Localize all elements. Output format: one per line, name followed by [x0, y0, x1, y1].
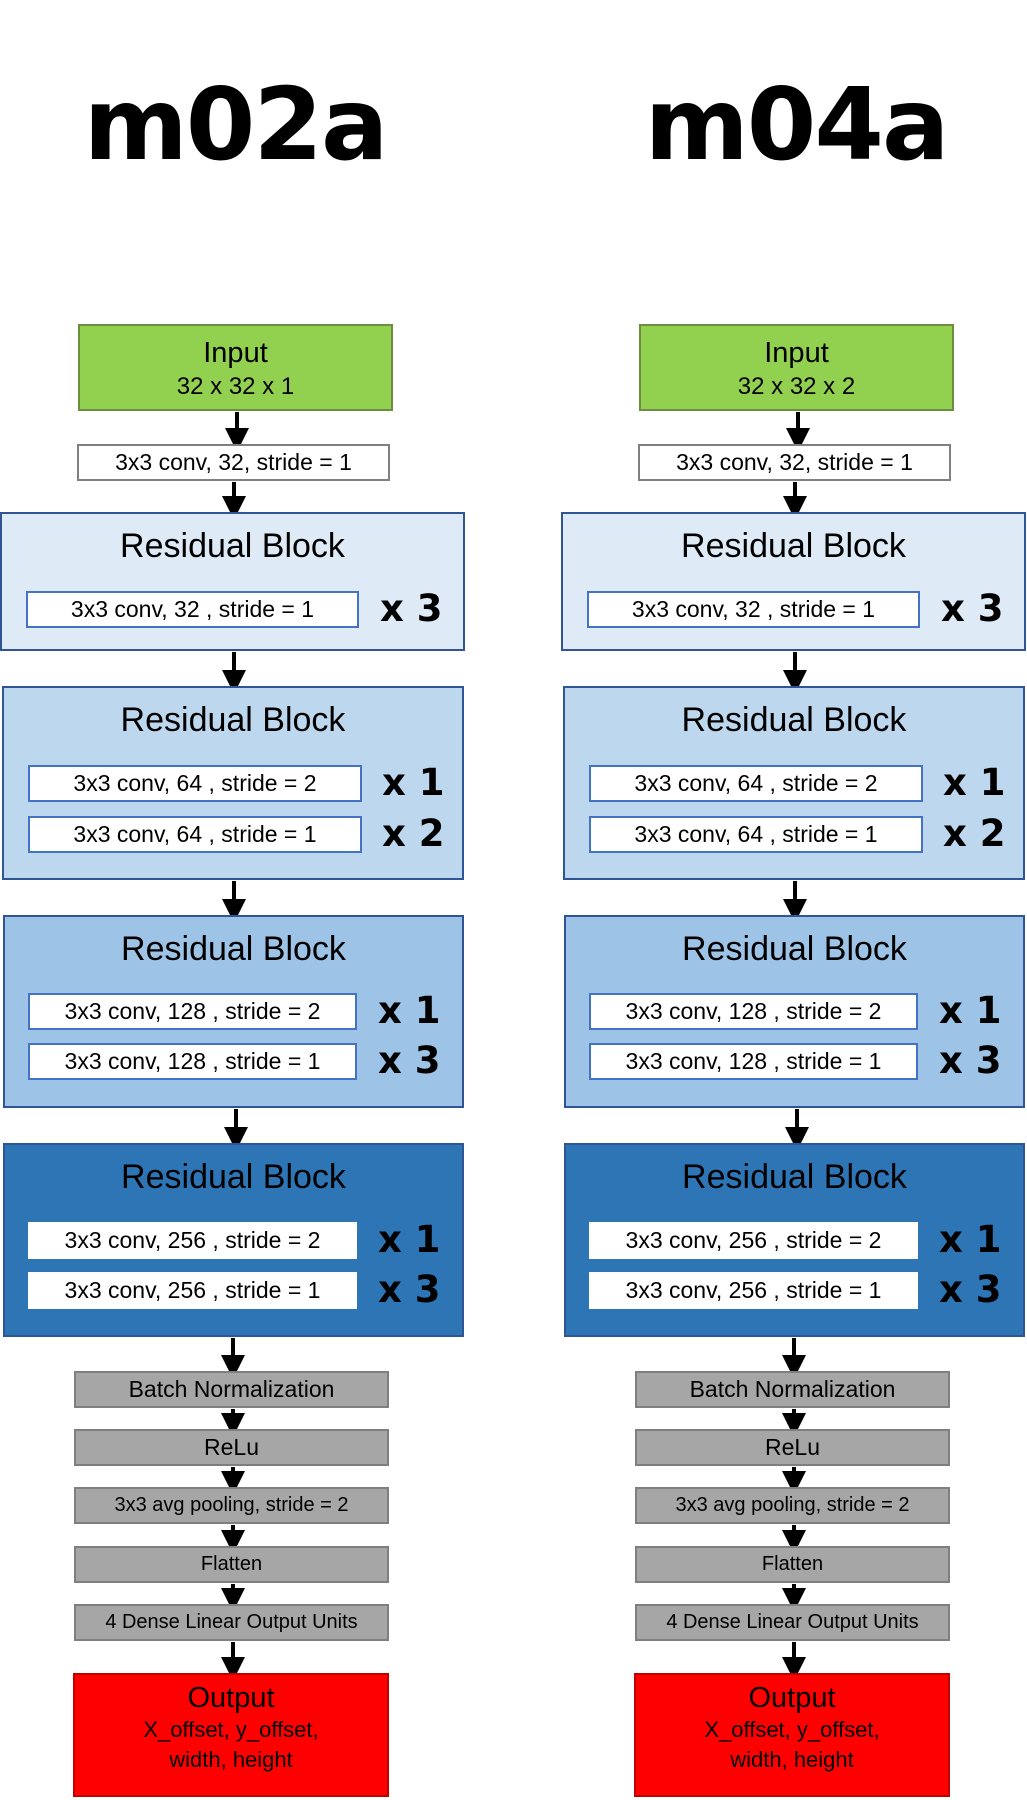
- input-shape: 32 x 32 x 1: [176, 373, 295, 400]
- layer-multiplier: x 1: [939, 1218, 1002, 1261]
- output-node: Output X_offset, y_offset, width, height: [634, 1673, 950, 1797]
- relu-node: ReLu: [635, 1429, 950, 1466]
- residual-block-title: Residual Block: [682, 1158, 907, 1196]
- layer-multiplier: x 3: [378, 1039, 441, 1082]
- layer-multiplier: x 1: [939, 989, 1002, 1032]
- residual-block-title: Residual Block: [681, 527, 906, 565]
- residual-block-title: Residual Block: [682, 930, 907, 968]
- avg-pool-node: 3x3 avg pooling, stride = 2: [74, 1487, 389, 1524]
- layer-multiplier: x 1: [378, 1218, 441, 1261]
- residual-block-3: Residual Block 3x3 conv, 128 , stride = …: [564, 915, 1025, 1108]
- conv-layer: 3x3 conv, 256 , stride = 2: [589, 1222, 918, 1259]
- layer-multiplier: x 1: [943, 761, 1006, 804]
- diagram-column-m04a: m04a Input 32 x 32 x 2 3x3 conv, 32, str…: [561, 0, 1027, 1800]
- layer-multiplier: x 2: [943, 812, 1006, 855]
- input-node: Input 32 x 32 x 1: [78, 324, 393, 411]
- layer-multiplier: x 1: [382, 761, 445, 804]
- layer-multiplier: x 1: [378, 989, 441, 1032]
- conv-layer: 3x3 conv, 64 , stride = 2: [28, 765, 362, 802]
- residual-block-2: Residual Block 3x3 conv, 64 , stride = 2…: [563, 686, 1025, 880]
- output-desc-line1: X_offset, y_offset,: [704, 1717, 880, 1742]
- first-conv-node: 3x3 conv, 32, stride = 1: [77, 444, 390, 481]
- batch-norm-node: Batch Normalization: [74, 1371, 389, 1408]
- dense-output-node: 4 Dense Linear Output Units: [74, 1604, 389, 1641]
- flatten-node: Flatten: [635, 1546, 950, 1583]
- conv-layer: 3x3 conv, 128 , stride = 2: [28, 993, 357, 1030]
- conv-layer: 3x3 conv, 64 , stride = 1: [589, 816, 923, 853]
- arrows-m04a: [782, 412, 810, 1681]
- layer-multiplier: x 3: [380, 587, 443, 630]
- conv-layer: 3x3 conv, 32 , stride = 1: [26, 591, 359, 628]
- conv-layer: 3x3 conv, 64 , stride = 1: [28, 816, 362, 853]
- diagram-column-m02a: m02a Input 32 x 32 x 1 3x3 conv, 32, str…: [0, 0, 513, 1800]
- relu-node: ReLu: [74, 1429, 389, 1466]
- residual-block-1: Residual Block 3x3 conv, 32 , stride = 1…: [561, 512, 1026, 651]
- output-label: Output: [187, 1682, 275, 1714]
- input-node: Input 32 x 32 x 2: [639, 324, 954, 411]
- conv-layer: 3x3 conv, 128 , stride = 1: [589, 1043, 918, 1080]
- conv-layer: 3x3 conv, 64 , stride = 2: [589, 765, 923, 802]
- arrows-m02a: [221, 412, 249, 1681]
- output-desc-line1: X_offset, y_offset,: [143, 1717, 319, 1742]
- residual-block-title: Residual Block: [121, 1158, 346, 1196]
- residual-block-1: Residual Block 3x3 conv, 32 , stride = 1…: [0, 512, 465, 651]
- layer-multiplier: x 3: [941, 587, 1004, 630]
- conv-layer: 3x3 conv, 128 , stride = 1: [28, 1043, 357, 1080]
- batch-norm-node: Batch Normalization: [635, 1371, 950, 1408]
- residual-block-title: Residual Block: [120, 701, 346, 739]
- layer-multiplier: x 3: [939, 1268, 1002, 1311]
- flatten-node: Flatten: [74, 1546, 389, 1583]
- residual-block-2: Residual Block 3x3 conv, 64 , stride = 2…: [2, 686, 464, 880]
- residual-block-title: Residual Block: [120, 527, 345, 565]
- conv-layer: 3x3 conv, 128 , stride = 2: [589, 993, 918, 1030]
- input-label: Input: [764, 337, 829, 369]
- input-shape: 32 x 32 x 2: [737, 373, 856, 400]
- residual-block-4: Residual Block 3x3 conv, 256 , stride = …: [3, 1143, 464, 1337]
- layer-multiplier: x 3: [939, 1039, 1002, 1082]
- input-label: Input: [203, 337, 268, 369]
- residual-block-4: Residual Block 3x3 conv, 256 , stride = …: [564, 1143, 1025, 1337]
- conv-layer: 3x3 conv, 256 , stride = 1: [589, 1272, 918, 1309]
- output-node: Output X_offset, y_offset, width, height: [73, 1673, 389, 1797]
- output-desc-line2: width, height: [169, 1747, 293, 1772]
- layer-multiplier: x 3: [378, 1268, 441, 1311]
- residual-block-title: Residual Block: [121, 930, 346, 968]
- avg-pool-node: 3x3 avg pooling, stride = 2: [635, 1487, 950, 1524]
- first-conv-node: 3x3 conv, 32, stride = 1: [638, 444, 951, 481]
- model-title: m04a: [644, 66, 950, 183]
- output-desc-line2: width, height: [730, 1747, 854, 1772]
- residual-block-title: Residual Block: [681, 701, 907, 739]
- dense-output-node: 4 Dense Linear Output Units: [635, 1604, 950, 1641]
- layer-multiplier: x 2: [382, 812, 445, 855]
- model-title: m02a: [83, 66, 389, 183]
- conv-layer: 3x3 conv, 256 , stride = 2: [28, 1222, 357, 1259]
- conv-layer: 3x3 conv, 32 , stride = 1: [587, 591, 920, 628]
- output-label: Output: [748, 1682, 836, 1714]
- conv-layer: 3x3 conv, 256 , stride = 1: [28, 1272, 357, 1309]
- residual-block-3: Residual Block 3x3 conv, 128 , stride = …: [3, 915, 464, 1108]
